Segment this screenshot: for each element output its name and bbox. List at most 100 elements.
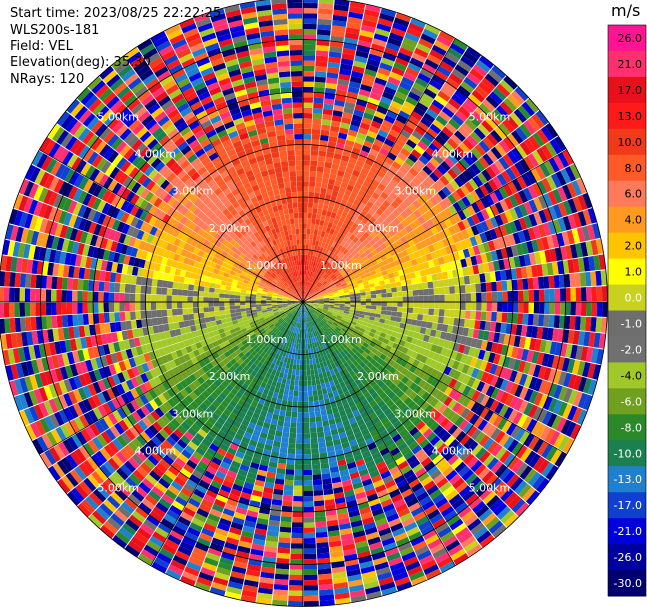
- velocity-gate: [473, 127, 486, 140]
- velocity-gate: [393, 61, 407, 72]
- velocity-gate: [354, 310, 361, 314]
- velocity-gate: [384, 278, 391, 285]
- velocity-gate: [317, 308, 323, 312]
- velocity-gate: [448, 215, 458, 226]
- velocity-gate: [431, 99, 445, 111]
- velocity-gate: [292, 516, 303, 523]
- velocity-gate: [315, 181, 322, 188]
- velocity-gate: [457, 59, 472, 73]
- velocity-gate: [443, 279, 450, 287]
- velocity-gate: [437, 428, 448, 439]
- velocity-gate: [306, 369, 311, 376]
- velocity-gate: [315, 379, 321, 385]
- velocity-gate: [384, 114, 396, 124]
- velocity-gate: [534, 338, 542, 352]
- velocity-gate: [323, 167, 331, 174]
- velocity-gate: [369, 312, 376, 318]
- velocity-gate: [430, 251, 438, 260]
- velocity-gate: [511, 279, 518, 291]
- velocity-gate: [394, 398, 404, 408]
- velocity-gate: [305, 348, 309, 355]
- velocity-gate: [349, 264, 356, 271]
- velocity-gate: [437, 338, 445, 347]
- velocity-gate: [473, 416, 484, 428]
- velocity-gate: [324, 249, 330, 256]
- velocity-gate: [362, 358, 370, 365]
- velocity-gate: [285, 410, 292, 417]
- velocity-gate: [388, 229, 397, 237]
- velocity-gate: [319, 277, 325, 283]
- velocity-gate: [338, 276, 344, 281]
- velocity-gate: [358, 127, 369, 136]
- velocity-gate: [334, 180, 342, 188]
- velocity-gate: [331, 115, 342, 123]
- velocity-gate: [471, 444, 483, 457]
- velocity-gate: [528, 453, 541, 468]
- velocity-gate: [523, 375, 533, 388]
- velocity-gate: [353, 60, 367, 69]
- velocity-gate: [400, 317, 407, 324]
- velocity-gate: [338, 259, 344, 265]
- velocity-gate: [293, 480, 303, 486]
- velocity-gate: [530, 168, 542, 183]
- velocity-gate: [515, 126, 528, 141]
- velocity-gate: [304, 265, 307, 271]
- velocity-gate: [341, 271, 347, 277]
- velocity-gate: [351, 169, 361, 178]
- velocity-gate: [450, 42, 466, 55]
- velocity-gate: [552, 399, 563, 415]
- velocity-gate: [528, 302, 534, 314]
- velocity-gate: [507, 495, 522, 510]
- velocity-gate: [403, 198, 412, 207]
- velocity-gate: [420, 136, 432, 147]
- velocity-gate: [288, 595, 303, 602]
- velocity-gate: [523, 388, 534, 402]
- velocity-gate: [304, 260, 308, 266]
- velocity-gate: [354, 182, 363, 190]
- velocity-gate: [291, 527, 303, 533]
- velocity-gate: [280, 442, 289, 449]
- velocity-gate: [481, 120, 494, 133]
- velocity-gate: [551, 261, 559, 275]
- velocity-gate: [316, 426, 324, 433]
- velocity-gate: [396, 332, 403, 340]
- velocity-gate: [541, 327, 549, 340]
- velocity-gate: [327, 308, 334, 312]
- velocity-gate: [399, 201, 409, 211]
- velocity-gate: [537, 276, 545, 289]
- velocity-gate: [413, 385, 422, 395]
- velocity-gate: [311, 278, 315, 284]
- velocity-gate: [390, 315, 397, 322]
- velocity-gate: [316, 208, 323, 215]
- velocity-gate: [277, 462, 286, 470]
- velocity-gate: [508, 221, 518, 234]
- velocity-gate: [340, 182, 348, 190]
- velocity-gate: [462, 138, 475, 151]
- velocity-gate: [391, 266, 398, 273]
- velocity-gate: [487, 352, 496, 364]
- velocity-gate: [332, 322, 339, 327]
- velocity-gate: [321, 290, 327, 294]
- velocity-gate: [376, 271, 383, 278]
- velocity-gate: [303, 459, 312, 465]
- velocity-gate: [492, 87, 507, 101]
- velocity-gate: [371, 302, 377, 306]
- velocity-gate: [558, 274, 566, 288]
- velocity-gate: [583, 256, 591, 272]
- velocity-gate: [408, 365, 417, 374]
- velocity-gate: [391, 306, 398, 312]
- velocity-gate: [375, 134, 386, 143]
- velocity-gate: [470, 302, 477, 311]
- velocity-gate: [354, 246, 362, 253]
- velocity-gate: [439, 393, 449, 404]
- velocity-gate: [376, 239, 384, 247]
- velocity-gate: [553, 384, 563, 400]
- velocity-gate: [390, 100, 403, 110]
- velocity-gate: [373, 33, 389, 43]
- velocity-gate: [328, 307, 334, 311]
- velocity-gate: [324, 87, 337, 95]
- velocity-gate: [485, 282, 492, 292]
- velocity-gate: [538, 195, 548, 210]
- velocity-gate: [317, 431, 325, 438]
- velocity-gate: [414, 326, 422, 333]
